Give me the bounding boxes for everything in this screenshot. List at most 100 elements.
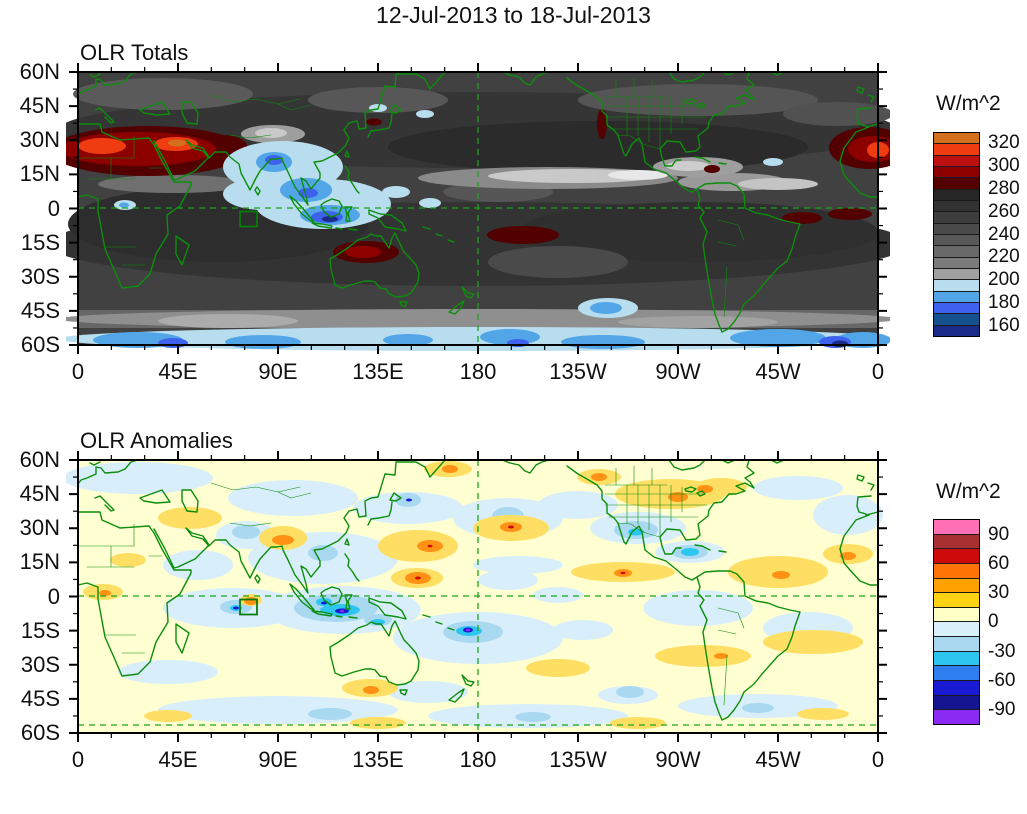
panel-olr-anomalies: OLR Anomalies: [0, 426, 1027, 814]
colorbar-segment: [934, 301, 979, 314]
colorbar-segment: [934, 665, 979, 681]
colorbar-segment: [934, 621, 979, 637]
y-tick-label: 30N: [19, 127, 60, 153]
colorbar-tick-label: 90: [988, 524, 1010, 545]
colorbar-segment: [934, 233, 979, 246]
y-tick-label: 45S: [20, 685, 60, 711]
colorbar-segment: [934, 245, 979, 257]
y-tick-label: 60N: [19, 447, 60, 472]
colorbar-segment: [934, 222, 979, 234]
colorbar-tick-label: 0: [988, 611, 999, 633]
colorbar-segment: [934, 709, 979, 724]
x-tick-label: 180: [459, 359, 497, 384]
x-tick-label: 0: [71, 747, 85, 772]
page-title: 12-Jul-2013 to 18-Jul-2013: [376, 2, 651, 28]
index-region-box: [239, 210, 258, 228]
y-tick-label: 45N: [19, 481, 60, 507]
colorbar-segment: [934, 606, 979, 622]
colorbar-segment: [934, 290, 979, 302]
colorbar-segment: [934, 577, 979, 593]
colorbar-segment: [934, 636, 979, 651]
colorbar-segment: [934, 165, 979, 178]
colorbar-tick-label: -60: [988, 669, 1016, 691]
olr-anomalies-map: [66, 451, 887, 742]
y-tick-label: 45N: [19, 93, 60, 119]
x-tick-label: 0: [871, 359, 885, 384]
colorbar-segment: [934, 324, 979, 336]
colorbar-segment: [934, 177, 979, 189]
x-tick-label: 90E: [258, 747, 298, 772]
colorbar-tick-label: 320: [988, 132, 1020, 153]
panel-title-totals: OLR Totals: [80, 40, 189, 65]
x-tick-label: 90W: [655, 747, 701, 772]
olr-totals-field: [66, 71, 890, 351]
x-tick-label: 90E: [258, 359, 298, 384]
colorbar-segment: [934, 680, 979, 695]
colorbar-tick-label: 260: [988, 200, 1020, 222]
colorbar-tick-label: 30: [988, 582, 1010, 604]
colorbar-units-anomalies: W/m^2: [936, 480, 1001, 503]
y-tick-label: 60S: [20, 332, 60, 357]
x-tick-label: 135E: [352, 359, 404, 384]
x-axis-labels-anomalies: 0 45E 90E 135E 180 135W 90W 45W 0: [36, 747, 920, 773]
colorbar-units-totals: W/m^2: [936, 92, 1001, 115]
colorbar-tick-label: 160: [988, 315, 1020, 336]
colorbar-segment: [934, 143, 979, 155]
colorbar-segment: [934, 548, 979, 563]
y-tick-label: 0: [47, 583, 60, 609]
colorbar-segment: [934, 188, 979, 200]
y-tick-label: 15S: [20, 617, 60, 643]
x-axis-labels-totals: 0 45E 90E 135E 180 135W 90W 45W 0: [36, 359, 920, 385]
colorbar-segment: [934, 267, 979, 280]
colorbar-tick-label: 200: [988, 269, 1020, 291]
y-tick-label: 15N: [19, 549, 60, 575]
colorbar-totals: [933, 132, 980, 337]
y-tick-label: 15N: [19, 161, 60, 187]
colorbar-segment: [934, 520, 979, 534]
colorbar-labels-totals: 320 300 280 260 240 220 200 180 160: [988, 133, 1027, 336]
y-tick-label: 30N: [19, 515, 60, 541]
y-axis-labels-totals: 60N 45N 30N 15N 0 15S 30S 45S 60S: [0, 59, 60, 358]
x-tick-label: 135E: [352, 747, 404, 772]
colorbar-anomalies: [933, 519, 980, 725]
colorbar-segment: [934, 279, 979, 291]
panel-olr-totals: OLR Totals: [0, 38, 1027, 426]
y-axis-labels-anomalies: 60N 45N 30N 15N 0 15S 30S 45S 60S: [0, 447, 60, 746]
axis-ticks: [69, 63, 887, 354]
colorbar-segment: [934, 154, 979, 166]
panel-title-anomalies: OLR Anomalies: [80, 428, 233, 453]
x-tick-label: 45E: [158, 747, 198, 772]
colorbar-tick-label: 280: [988, 177, 1020, 199]
x-tick-label: 180: [459, 747, 497, 772]
colorbar-tick-label: 180: [988, 292, 1020, 314]
x-tick-label: 135W: [549, 359, 607, 384]
y-tick-label: 60S: [20, 720, 60, 745]
colorbar-tick-label: -30: [988, 640, 1016, 662]
x-tick-label: 45E: [158, 359, 198, 384]
colorbar-segment: [934, 533, 979, 549]
colorbar-segment: [934, 133, 979, 144]
colorbar-segment: [934, 694, 979, 710]
x-tick-label: 0: [871, 747, 885, 772]
y-tick-label: 60N: [19, 59, 60, 84]
colorbar-segment: [934, 211, 979, 223]
olr-anomalies-field: [66, 459, 883, 733]
colorbar-tick-label: 60: [988, 553, 1010, 575]
colorbar-segment: [934, 313, 979, 325]
x-tick-label: 45W: [755, 359, 801, 384]
olr-totals-map: [66, 63, 890, 354]
y-tick-label: 30S: [20, 263, 60, 289]
colorbar-tick-label: 300: [988, 154, 1020, 176]
y-tick-label: 15S: [20, 229, 60, 255]
axis-ticks: [69, 451, 887, 742]
colorbar-segment: [934, 562, 979, 578]
colorbar-tick-label: 220: [988, 246, 1020, 268]
colorbar-segment: [934, 592, 979, 607]
colorbar-tick-label: -90: [988, 698, 1016, 720]
colorbar-tick-label: 240: [988, 223, 1020, 245]
x-tick-label: 90W: [655, 359, 701, 384]
colorbar-segment: [934, 256, 979, 268]
x-tick-label: 0: [71, 359, 85, 384]
x-tick-label: 135W: [549, 747, 607, 772]
y-tick-label: 30S: [20, 651, 60, 677]
